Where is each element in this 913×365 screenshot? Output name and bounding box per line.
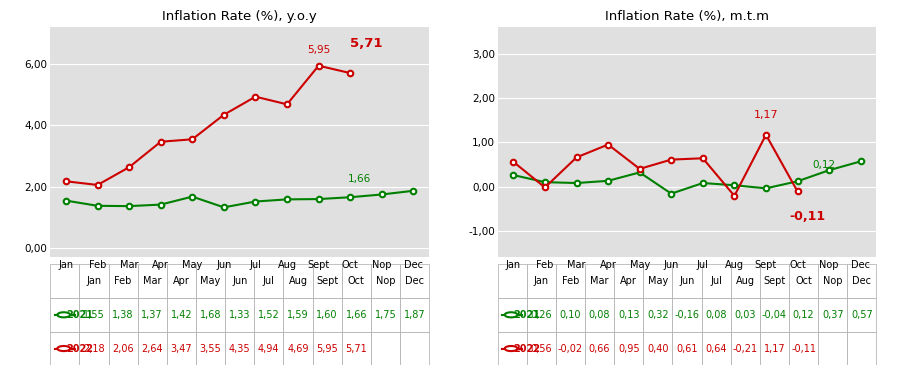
Text: 2022: 2022 xyxy=(514,343,540,354)
Text: 2022: 2022 xyxy=(67,343,93,354)
Text: 1,66: 1,66 xyxy=(348,174,372,184)
Text: 5,95: 5,95 xyxy=(307,45,331,55)
Title: Inflation Rate (%), y.o.y: Inflation Rate (%), y.o.y xyxy=(163,11,317,23)
Text: 2021: 2021 xyxy=(67,310,93,320)
Text: 1,17: 1,17 xyxy=(753,110,778,120)
Text: -0,11: -0,11 xyxy=(789,210,825,223)
Title: Inflation Rate (%), m.t.m: Inflation Rate (%), m.t.m xyxy=(605,11,769,23)
Text: 5,71: 5,71 xyxy=(350,37,383,50)
Text: 2021: 2021 xyxy=(514,310,540,320)
Text: 0,12: 0,12 xyxy=(813,160,836,170)
